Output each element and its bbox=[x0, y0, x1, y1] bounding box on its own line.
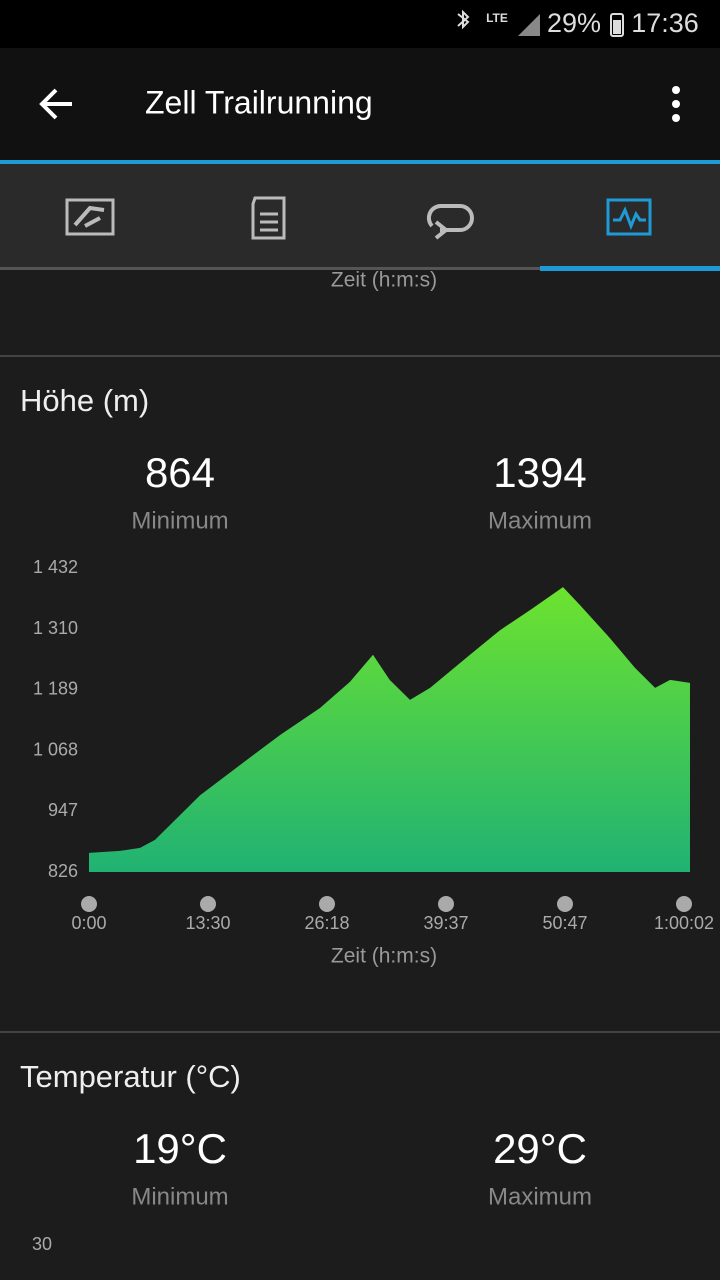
x-tick-label: 0:00 bbox=[71, 913, 106, 933]
tab-charts[interactable] bbox=[606, 198, 652, 236]
x-tick-label: 1:00:02 bbox=[654, 913, 714, 933]
stat-label: Minimum bbox=[131, 507, 228, 534]
stat-value: 19°C bbox=[133, 1125, 227, 1172]
back-button[interactable] bbox=[39, 88, 72, 120]
network-label: LTE bbox=[486, 11, 508, 25]
app-title: Zell Trailrunning bbox=[145, 84, 373, 120]
elevation-chart: 826 947 1 068 1 189 1 310 1 432 0:00 13:30 26:18… bbox=[33, 557, 714, 933]
x-axis-title: Zeit (h:m:s) bbox=[331, 269, 437, 292]
elevation-area bbox=[89, 587, 690, 872]
tab-bar bbox=[0, 164, 720, 270]
y-tick-label: 1 068 bbox=[33, 739, 78, 759]
x-axis-title: Zeit (h:m:s) bbox=[331, 945, 437, 968]
x-tick-label: 50:47 bbox=[542, 913, 587, 933]
y-tick-label: 1 310 bbox=[33, 618, 78, 638]
accent-line bbox=[0, 160, 720, 164]
stat-value: 29°C bbox=[493, 1125, 587, 1172]
battery-label: 29% bbox=[547, 8, 601, 38]
status-icons bbox=[457, 9, 624, 37]
stat-value: 864 bbox=[145, 449, 215, 496]
y-tick-label: 1 432 bbox=[33, 557, 78, 577]
section-title: Höhe (m) bbox=[20, 383, 149, 418]
x-tick-dot bbox=[81, 896, 97, 912]
status-bar bbox=[0, 0, 720, 48]
tab-laps[interactable] bbox=[426, 204, 474, 240]
x-tick-dot bbox=[438, 896, 454, 912]
x-tick-label: 39:37 bbox=[423, 913, 468, 933]
app-bar bbox=[0, 48, 720, 160]
stat-value: 1394 bbox=[493, 449, 586, 496]
stat-label: Maximum bbox=[488, 1183, 592, 1210]
x-tick-dot bbox=[200, 896, 216, 912]
section-title: Temperatur (°C) bbox=[20, 1059, 241, 1094]
tab-track bbox=[0, 267, 720, 270]
menu-button[interactable] bbox=[672, 86, 680, 122]
x-tick-dot bbox=[557, 896, 573, 912]
x-tick-dot bbox=[676, 896, 692, 912]
y-tick-label: 947 bbox=[48, 800, 78, 820]
divider bbox=[0, 355, 720, 357]
stat-label: Maximum bbox=[488, 507, 592, 534]
stat-label: Minimum bbox=[131, 1183, 228, 1210]
tab-indicator bbox=[540, 266, 720, 271]
x-tick-label: 13:30 bbox=[185, 913, 230, 933]
y-tick-label: 826 bbox=[48, 861, 78, 881]
divider bbox=[0, 1031, 720, 1033]
tab-map[interactable] bbox=[65, 198, 115, 236]
y-tick-label: 30 bbox=[32, 1234, 52, 1254]
x-tick-label: 26:18 bbox=[304, 913, 349, 933]
tab-details[interactable] bbox=[251, 196, 286, 240]
clock: 17:36 bbox=[631, 8, 699, 38]
y-tick-label: 1 189 bbox=[33, 679, 78, 699]
x-tick-dot bbox=[319, 896, 335, 912]
